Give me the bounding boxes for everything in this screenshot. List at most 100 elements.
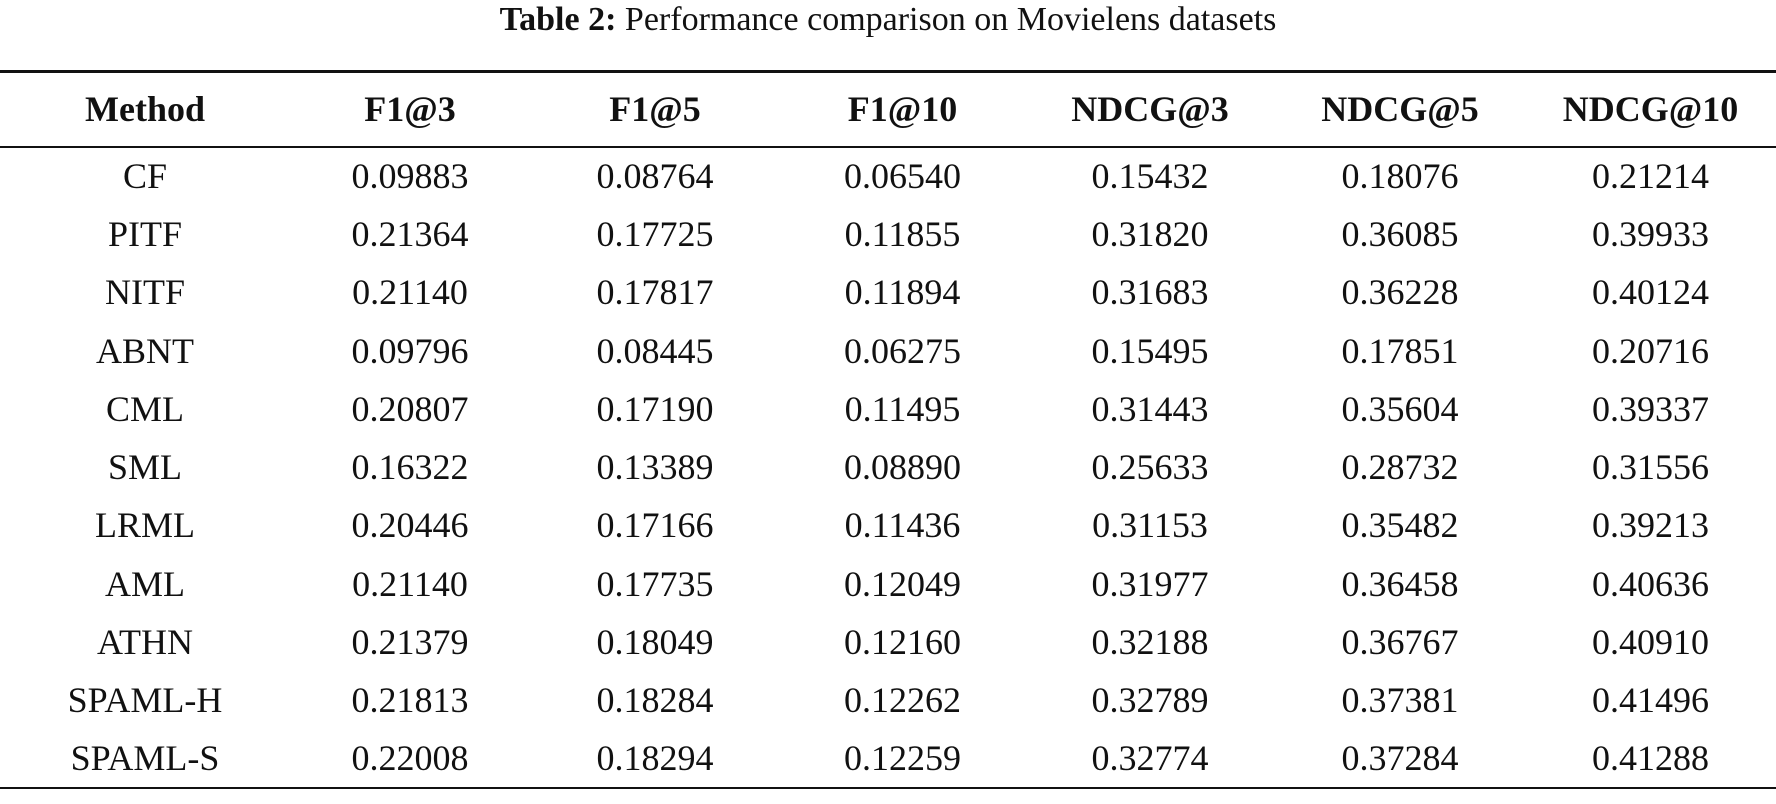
metric-value-cell: 0.11436 <box>844 505 961 546</box>
metric-value-cell: 0.12160 <box>844 622 961 663</box>
table-body: CF 0.09883 0.08764 0.06540 0.15432 0.18076 0.2… <box>0 147 1776 788</box>
metric-value-cell: 0.18049 <box>596 622 714 663</box>
table-row: ATHN 0.21379 0.18049 0.12160 0.32188 0.36767 0… <box>0 613 1776 671</box>
metric-value-cell: 0.06275 <box>844 330 961 371</box>
metric-value-cell: 0.06540 <box>844 156 961 197</box>
metric-value-cell: 0.21813 <box>351 680 469 721</box>
metric-value-cell: 0.39337 <box>1592 388 1709 429</box>
column-header-ndcg-10: NDCG@10 <box>1562 89 1739 130</box>
column-header-f1-10: F1@10 <box>847 89 958 130</box>
metric-value-cell: 0.20807 <box>351 388 469 429</box>
method-name-cell: CML <box>105 388 184 429</box>
metric-value-cell: 0.18284 <box>596 680 714 721</box>
metric-value-cell: 0.12262 <box>844 680 961 721</box>
metric-value-cell: 0.13389 <box>596 447 714 488</box>
method-name-cell: NITF <box>105 272 185 313</box>
metric-value-cell: 0.31683 <box>1091 272 1209 313</box>
metric-value-cell: 0.08764 <box>596 156 714 197</box>
table-row: SPAML-S 0.22008 0.18294 0.12259 0.32774 0.372… <box>0 729 1776 788</box>
metric-value-cell: 0.28732 <box>1341 447 1459 488</box>
metric-value-cell: 0.18076 <box>1341 156 1459 197</box>
table-row: ABNT 0.09796 0.08445 0.06275 0.15495 0.17851 0… <box>0 321 1776 379</box>
metric-value-cell: 0.25633 <box>1091 447 1209 488</box>
table-row: CF 0.09883 0.08764 0.06540 0.15432 0.18076 0.2… <box>0 147 1776 205</box>
metric-value-cell: 0.35482 <box>1341 505 1459 546</box>
metric-value-cell: 0.20446 <box>351 505 469 546</box>
metric-value-cell: 0.31443 <box>1091 388 1209 429</box>
metric-value-cell: 0.31556 <box>1592 447 1709 488</box>
metric-value-cell: 0.17851 <box>1341 330 1459 371</box>
metric-value-cell: 0.32789 <box>1091 680 1209 721</box>
table-row: LRML 0.20446 0.17166 0.11436 0.31153 0.35482 0… <box>0 496 1776 554</box>
method-name-cell: SPAML-H <box>67 680 223 721</box>
metric-value-cell: 0.22008 <box>351 738 469 779</box>
metric-value-cell: 0.18294 <box>596 738 714 779</box>
table-row: AML 0.21140 0.17735 0.12049 0.31977 0.36458 0.… <box>0 555 1776 613</box>
metric-value-cell: 0.40910 <box>1592 622 1709 663</box>
metric-value-cell: 0.39213 <box>1592 505 1709 546</box>
metric-value-cell: 0.17190 <box>596 388 714 429</box>
metric-value-cell: 0.31820 <box>1091 213 1209 254</box>
metric-value-cell: 0.11495 <box>844 388 961 429</box>
metric-value-cell: 0.11894 <box>844 272 961 313</box>
table-row: PITF 0.21364 0.17725 0.11855 0.31820 0.36085 0… <box>0 205 1776 263</box>
metric-value-cell: 0.12049 <box>844 563 961 604</box>
method-name-cell: ABNT <box>96 330 194 371</box>
metric-value-cell: 0.35604 <box>1341 388 1459 429</box>
metric-value-cell: 0.41496 <box>1592 680 1709 721</box>
metric-value-cell: 0.36767 <box>1341 622 1459 663</box>
method-name-cell: CF <box>122 156 168 197</box>
method-name-cell: SML <box>107 447 183 488</box>
metric-value-cell: 0.21364 <box>351 213 469 254</box>
method-name-cell: AML <box>105 563 185 604</box>
table-row: CML 0.20807 0.17190 0.11495 0.31443 0.35604 0.… <box>0 380 1776 438</box>
metric-value-cell: 0.41288 <box>1592 738 1709 779</box>
metric-value-cell: 0.20716 <box>1592 330 1709 371</box>
metric-value-cell: 0.08445 <box>596 330 714 371</box>
metric-value-cell: 0.17725 <box>596 213 714 254</box>
method-name-cell: ATHN <box>97 622 193 663</box>
table-row: SML 0.16322 0.13389 0.08890 0.25633 0.28732 0.… <box>0 438 1776 496</box>
metric-value-cell: 0.21214 <box>1592 156 1709 197</box>
metric-value-cell: 0.39933 <box>1592 213 1709 254</box>
metric-value-cell: 0.09796 <box>351 330 469 371</box>
metric-value-cell: 0.09883 <box>351 156 469 197</box>
metric-value-cell: 0.16322 <box>351 447 469 488</box>
metric-value-cell: 0.37284 <box>1341 738 1459 779</box>
table-caption-label: Table 2: <box>499 1 617 38</box>
table-row: SPAML-H 0.21813 0.18284 0.12262 0.32789 0.373… <box>0 671 1776 729</box>
column-header-method: Method <box>85 89 205 130</box>
table-header-row: Method F1@3 F1@5 F1@10 NDCG@3 NDCG@5 NDC… <box>0 71 1776 147</box>
metric-value-cell: 0.32774 <box>1091 738 1209 779</box>
column-header-ndcg-5: NDCG@5 <box>1321 89 1479 130</box>
metric-value-cell: 0.32188 <box>1091 622 1209 663</box>
column-header-f1-3: F1@3 <box>364 89 456 130</box>
metric-value-cell: 0.21140 <box>352 272 468 313</box>
metric-value-cell: 0.36458 <box>1341 563 1459 604</box>
metric-value-cell: 0.21379 <box>351 622 469 663</box>
metric-value-cell: 0.40124 <box>1592 272 1709 313</box>
column-header-f1-5: F1@5 <box>609 89 701 130</box>
table-row: NITF 0.21140 0.17817 0.11894 0.31683 0.36228 0… <box>0 263 1776 321</box>
metric-value-cell: 0.17735 <box>596 563 714 604</box>
metric-value-cell: 0.15495 <box>1091 330 1209 371</box>
metric-value-cell: 0.15432 <box>1091 156 1209 197</box>
metric-value-cell: 0.12259 <box>844 738 961 779</box>
column-header-ndcg-3: NDCG@3 <box>1071 89 1229 130</box>
results-table: Method F1@3 F1@5 F1@10 NDCG@3 NDCG@5 NDC… <box>0 70 1776 789</box>
table-caption: Table 2: Performance comparison on Movie… <box>0 0 1776 42</box>
metric-value-cell: 0.31153 <box>1092 505 1208 546</box>
metric-value-cell: 0.36085 <box>1341 213 1459 254</box>
metric-value-cell: 0.17817 <box>596 272 714 313</box>
table-caption-text: Performance comparison on Movielens data… <box>616 1 1277 38</box>
metric-value-cell: 0.36228 <box>1341 272 1459 313</box>
metric-value-cell: 0.37381 <box>1341 680 1459 721</box>
metric-value-cell: 0.31977 <box>1091 563 1209 604</box>
metric-value-cell: 0.08890 <box>844 447 961 488</box>
method-name-cell: PITF <box>107 213 183 254</box>
method-name-cell: LRML <box>94 505 195 546</box>
metric-value-cell: 0.17166 <box>596 505 714 546</box>
metric-value-cell: 0.21140 <box>352 563 468 604</box>
metric-value-cell: 0.40636 <box>1592 563 1709 604</box>
